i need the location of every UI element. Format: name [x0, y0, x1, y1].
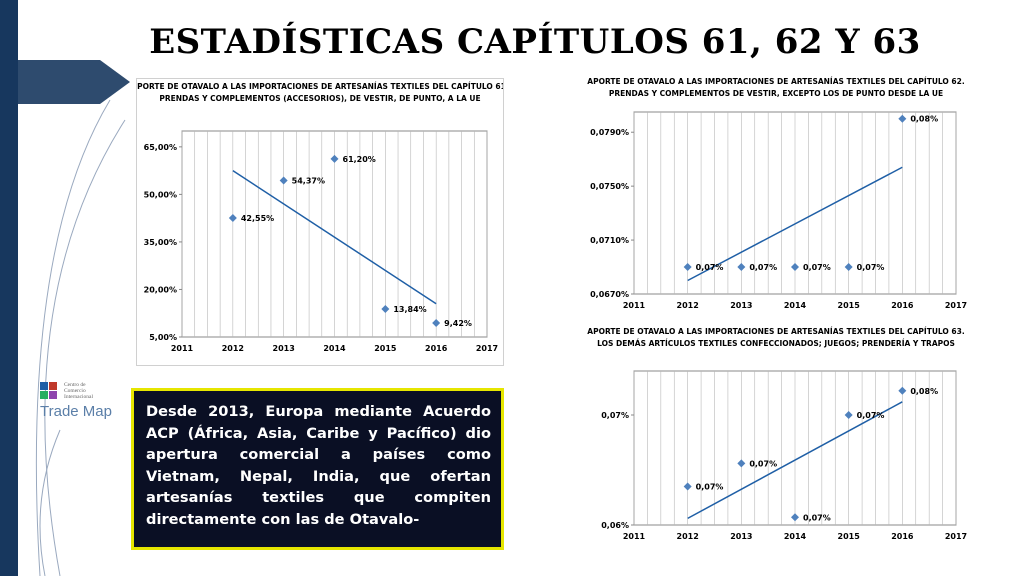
data-point: [898, 386, 907, 395]
x-tick-label: 2015: [838, 532, 861, 541]
x-tick-label: 2011: [623, 532, 646, 541]
data-point: [844, 263, 853, 272]
chart-title: PRENDAS Y COMPLEMENTOS (ACCESORIOS), DE …: [159, 94, 480, 103]
x-tick-label: 2017: [945, 532, 967, 541]
x-tick-label: 2013: [273, 344, 295, 353]
chart-title: APORTE DE OTAVALO A LAS IMPORTACIONES DE…: [587, 327, 965, 336]
decorative-arrows: [18, 60, 130, 576]
data-label: 0,07%: [696, 263, 724, 272]
data-label: 13,84%: [393, 305, 426, 314]
trendline: [687, 166, 903, 282]
x-tick-label: 2017: [945, 301, 967, 310]
x-tick-label: 2013: [730, 301, 752, 310]
y-tick-label: 20,00%: [144, 285, 177, 294]
data-label: 0,07%: [857, 411, 885, 420]
data-point: [683, 263, 692, 272]
y-tick-label: 50,00%: [144, 190, 177, 199]
y-tick-label: 5,00%: [149, 333, 177, 342]
x-tick-label: 2012: [222, 344, 244, 353]
data-label: 0,08%: [910, 115, 938, 124]
trendline: [687, 401, 903, 520]
x-tick-label: 2015: [838, 301, 861, 310]
x-tick-label: 2011: [171, 344, 194, 353]
data-point: [791, 513, 799, 522]
data-point: [898, 114, 907, 123]
chart-chapter-61: APORTE DE OTAVALO A LAS IMPORTACIONES DE…: [136, 78, 504, 366]
trendline: [232, 169, 437, 305]
chart-svg: APORTE DE OTAVALO A LAS IMPORTACIONES DE…: [137, 82, 503, 353]
x-tick-label: 2016: [891, 301, 914, 310]
chart-title: PRENDAS Y COMPLEMENTOS DE VESTIR, EXCEPT…: [609, 89, 943, 98]
data-label: 0,07%: [857, 263, 885, 272]
x-tick-label: 2011: [623, 301, 646, 310]
data-point: [791, 263, 799, 272]
data-label: 0,07%: [803, 513, 831, 522]
data-label: 0,07%: [803, 263, 831, 272]
y-tick-label: 0,06%: [601, 521, 629, 530]
data-point: [844, 411, 853, 419]
logo-name: Trade Map: [40, 403, 112, 420]
data-label: 0,08%: [910, 387, 938, 396]
chart-title: APORTE DE OTAVALO A LAS IMPORTACIONES DE…: [137, 82, 503, 91]
y-tick-label: 0,0670%: [590, 290, 629, 299]
y-tick-label: 65,00%: [144, 143, 177, 152]
y-tick-label: 35,00%: [144, 238, 177, 247]
left-sidebar-bar: [0, 0, 18, 576]
data-point: [279, 176, 288, 185]
chart-title: LOS DEMÁS ARTÍCULOS TEXTILES CONFECCIONA…: [597, 339, 955, 348]
y-tick-label: 0,0750%: [590, 182, 629, 191]
x-tick-label: 2014: [323, 344, 346, 353]
chart-title: APORTE DE OTAVALO A LAS IMPORTACIONES DE…: [587, 77, 965, 86]
data-point: [432, 318, 441, 327]
data-point: [737, 459, 746, 468]
y-tick-label: 0,0790%: [590, 128, 629, 137]
data-label: 9,42%: [444, 319, 472, 328]
x-tick-label: 2015: [374, 344, 397, 353]
data-label: 54,37%: [292, 177, 325, 186]
data-label: 0,07%: [749, 459, 777, 468]
note-box: Desde 2013, Europa mediante Acuerdo ACP …: [131, 388, 504, 550]
data-label: 0,07%: [696, 483, 724, 492]
x-tick-label: 2014: [784, 301, 807, 310]
chart-chapter-62: APORTE DE OTAVALO A LAS IMPORTACIONES DE…: [586, 72, 972, 316]
data-label: 0,07%: [749, 263, 777, 272]
logo-org-name: Centro de Comercio Internacional: [64, 382, 94, 400]
x-tick-label: 2016: [891, 532, 914, 541]
data-point: [330, 154, 339, 163]
data-label: 61,20%: [343, 155, 376, 164]
data-point: [228, 213, 237, 222]
chart-svg: APORTE DE OTAVALO A LAS IMPORTACIONES DE…: [587, 327, 967, 541]
note-text: Desde 2013, Europa mediante Acuerdo ACP …: [146, 403, 491, 528]
data-point: [381, 304, 390, 313]
x-tick-label: 2012: [677, 532, 699, 541]
x-tick-label: 2017: [476, 344, 498, 353]
data-label: 42,55%: [241, 214, 274, 223]
x-tick-label: 2013: [730, 532, 752, 541]
trade-map-logo-icon: [40, 382, 57, 399]
chart-svg: APORTE DE OTAVALO A LAS IMPORTACIONES DE…: [587, 77, 967, 310]
y-tick-label: 0,07%: [601, 411, 629, 420]
chart-chapter-63: APORTE DE OTAVALO A LAS IMPORTACIONES DE…: [586, 325, 972, 551]
data-point: [683, 482, 692, 491]
x-tick-label: 2016: [425, 344, 448, 353]
y-tick-label: 0,0710%: [590, 236, 629, 245]
page-title: ESTADÍSTICAS CAPÍTULOS 61, 62 Y 63: [149, 22, 921, 62]
x-tick-label: 2014: [784, 532, 807, 541]
x-tick-label: 2012: [677, 301, 699, 310]
data-point: [737, 263, 746, 272]
